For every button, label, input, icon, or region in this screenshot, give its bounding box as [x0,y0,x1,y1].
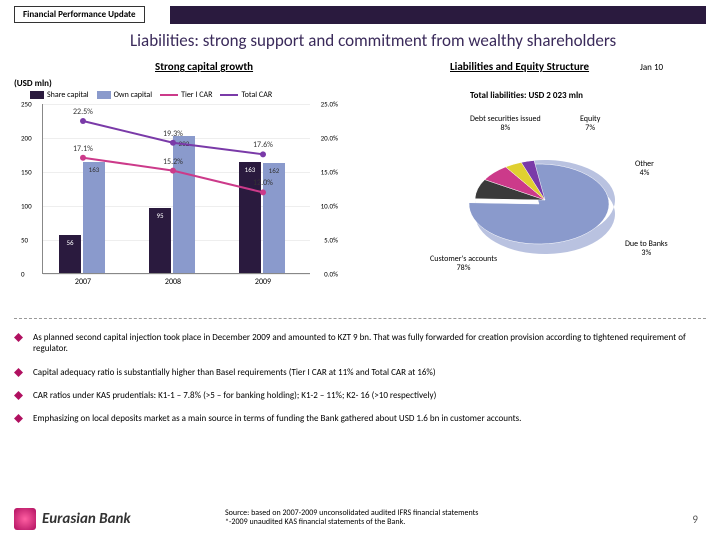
legend-item: Tier I CAR [181,90,212,100]
logo-text: Eurasian Bank [42,510,131,528]
page-number: 9 [692,513,698,526]
source-text: Source: based on 2007-2009 unconsolidate… [225,509,478,528]
date-label: Jan 10 [640,62,663,73]
bar-legend: Share capital Own capital Tier I CAR Tot… [30,90,340,100]
legend-item: Own capital [114,90,152,100]
source-line: *-2009 unaudited KAS financial statement… [225,518,478,528]
legend-item: Share capital [47,90,89,100]
legend-item: Total CAR [241,90,272,100]
header-tab: Financial Performance Update [14,6,145,23]
bar-plot: 0501001502002500.0%5.0%10.0%15.0%20.0%25… [42,104,310,274]
bullet-list: As planned second capital injection took… [14,332,706,436]
total-liabilities: Total liabilities: USD 2 023 mln [470,90,583,101]
logo-icon [14,508,36,530]
page-title: Liabilities: strong support and commitme… [130,30,616,51]
divider [14,318,706,319]
logo: Eurasian Bank [14,508,131,530]
subtitle-right: Liabilities and Equity Structure [450,60,589,73]
bar-chart: Share capital Own capital Tier I CAR Tot… [20,90,340,300]
header-bar [170,6,706,24]
usd-label: (USD mln) [14,78,52,89]
subtitle-left: Strong capital growth [155,60,253,73]
